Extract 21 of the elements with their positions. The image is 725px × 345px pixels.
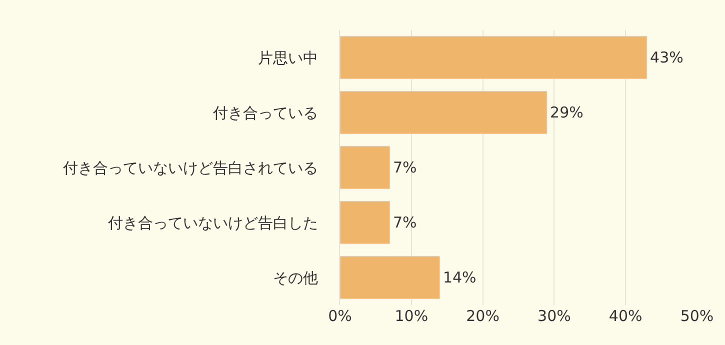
x-tick-label: 30% — [538, 307, 571, 325]
bar — [340, 200, 390, 244]
y-tick-label: 付き合っていないけど告白した — [107, 214, 318, 232]
x-tick-label: 40% — [608, 307, 642, 325]
data-label: 7% — [392, 214, 417, 232]
data-label: 43% — [650, 48, 684, 66]
data-label: 7% — [392, 158, 417, 176]
data-label: 14% — [442, 268, 476, 286]
bar — [340, 146, 390, 190]
bar — [340, 256, 440, 300]
y-tick-label: 付き合っている — [212, 104, 318, 122]
y-tick-label: 付き合っていないけど告白されている — [62, 158, 318, 177]
bar — [340, 90, 548, 134]
data-label: 29% — [550, 104, 584, 122]
y-tick-label: 片思い中 — [258, 48, 318, 67]
bar — [340, 36, 648, 80]
x-tick-label: 10% — [394, 307, 428, 325]
x-tick-label: 50% — [680, 307, 714, 325]
y-tick-label: その他 — [273, 268, 318, 287]
x-tick-label: 20% — [466, 307, 500, 325]
x-tick-label: 0% — [328, 307, 352, 325]
